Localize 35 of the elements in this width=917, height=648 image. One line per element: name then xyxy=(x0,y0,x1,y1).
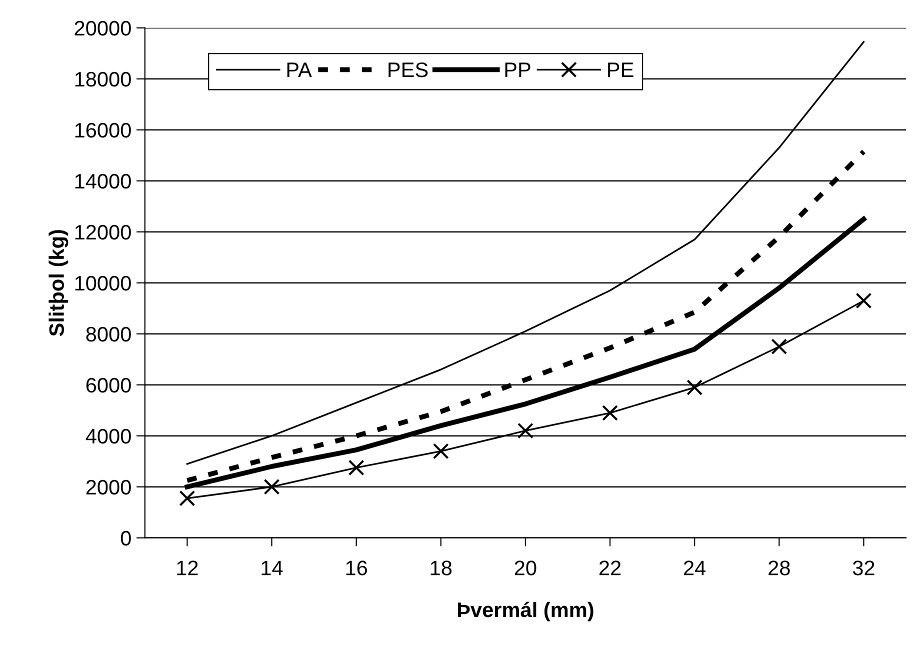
x-tick-label: 28 xyxy=(768,560,790,576)
y-tick-label: 2000 xyxy=(86,480,131,495)
point xyxy=(686,379,703,396)
x-tick-label: 18 xyxy=(430,560,452,576)
point xyxy=(602,404,618,421)
x-tick-label: 22 xyxy=(599,560,621,576)
y-axis-title: Slitþol (kg) xyxy=(48,230,68,336)
x-axis-title: Þvermál (mm) xyxy=(458,602,594,622)
y-tick-label: 12000 xyxy=(75,224,131,240)
x-tick-label: 14 xyxy=(262,560,283,576)
y-tick-label: 16000 xyxy=(75,122,131,138)
point xyxy=(264,478,280,495)
y-tick-label: 14000 xyxy=(75,174,131,189)
y-tick-label: 10000 xyxy=(75,276,131,291)
y-tick-label: 18000 xyxy=(75,72,131,87)
point xyxy=(771,338,788,355)
point xyxy=(348,460,364,476)
x-tick-label: 16 xyxy=(346,560,367,576)
point xyxy=(432,443,449,460)
y-tick-label: 6000 xyxy=(86,378,131,393)
x-tick-label: 20 xyxy=(514,560,536,576)
legend-label: PE xyxy=(608,62,634,78)
point xyxy=(856,292,872,309)
y-tick-label: 4000 xyxy=(86,428,131,444)
y-tick-label: 20000 xyxy=(74,20,131,36)
point xyxy=(179,490,196,506)
legend-label: PA xyxy=(287,62,312,78)
legend-label: PP xyxy=(505,62,530,78)
x-tick-label: 32 xyxy=(852,560,874,576)
x-tick-label: 24 xyxy=(684,560,706,576)
y-tick-label: 8000 xyxy=(86,326,131,342)
legend-label: PES xyxy=(388,62,428,78)
x-tick-label: 12 xyxy=(177,560,198,576)
point xyxy=(517,422,534,439)
y-tick-label: 0 xyxy=(120,530,131,546)
